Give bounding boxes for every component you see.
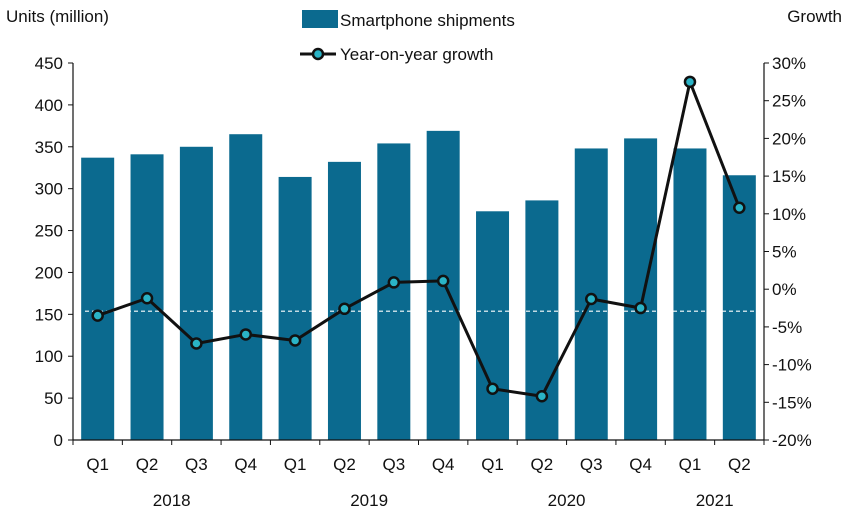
growth-point-5: [288, 334, 302, 347]
growth-line: [97, 80, 741, 398]
bar-12: [624, 138, 658, 440]
x-tick-label: Q2: [728, 455, 751, 474]
bar-6: [327, 161, 361, 440]
bar-5: [278, 176, 312, 440]
x-tick-label: Q1: [284, 455, 307, 474]
left-tick-label: 100: [35, 347, 63, 366]
growth-point-3: [190, 337, 203, 350]
growth-point-4: [239, 328, 252, 341]
bar-3: [179, 146, 213, 440]
left-tick-label: 250: [35, 222, 63, 241]
x-tick-label: Q2: [531, 455, 554, 474]
x-tick-label: Q1: [86, 455, 109, 474]
legend-line-label: Year-on-year growth: [340, 45, 493, 64]
left-tick-label: 300: [35, 180, 63, 199]
plot-area: 0 50 100 150 200 250 300 350 400 450 -20% -15% -10% -…: [35, 54, 812, 510]
right-tick-label: -10%: [772, 356, 812, 375]
left-tick-label: 350: [35, 138, 63, 157]
left-tick-label: 200: [35, 263, 63, 282]
bar-4: [229, 134, 263, 440]
growth-point-11: [585, 292, 598, 306]
right-axis-title: Growth: [787, 7, 842, 26]
year-label: 2021: [696, 491, 734, 510]
bar-7: [377, 143, 411, 440]
left-tick-label: 0: [54, 431, 63, 450]
bar-10: [525, 200, 559, 440]
right-tick-label: 25%: [772, 92, 806, 111]
x-tick-label: Q3: [185, 455, 208, 474]
left-tick-label: 150: [35, 305, 63, 324]
growth-point-2: [140, 291, 154, 305]
right-tick-label: -15%: [772, 393, 812, 412]
right-tick-label: 10%: [772, 205, 806, 224]
right-tick-label: 0%: [772, 280, 797, 299]
right-tick-label: -20%: [772, 431, 812, 450]
x-tick-label: Q1: [679, 455, 702, 474]
growth-point-10: [535, 390, 549, 403]
growth-point-13: [683, 75, 697, 89]
growth-point-1: [91, 309, 104, 322]
growth-point-8: [436, 274, 450, 288]
legend-line-marker: [311, 47, 325, 61]
x-tick-label: Q4: [629, 455, 652, 474]
bar-14: [722, 175, 756, 441]
x-tick-label: Q1: [481, 455, 504, 474]
x-tick-label: Q3: [580, 455, 603, 474]
year-label: 2019: [350, 491, 388, 510]
x-tick-label: Q4: [432, 455, 455, 474]
left-tick-label: 400: [35, 96, 63, 115]
year-label: 2018: [153, 491, 191, 510]
x-tick-label: Q3: [382, 455, 405, 474]
growth-point-12: [634, 301, 647, 315]
right-tick-label: 30%: [772, 54, 806, 73]
right-tick-label: 15%: [772, 167, 806, 186]
x-tick-label: Q4: [234, 455, 257, 474]
legend-bar-swatch: [302, 10, 338, 28]
legend-bar-label: Smartphone shipments: [340, 11, 515, 30]
year-label: 2020: [548, 491, 586, 510]
left-axis-title: Units (million): [6, 7, 109, 26]
bar-13: [673, 148, 707, 440]
bar-9: [476, 211, 510, 440]
x-tick-label: Q2: [333, 455, 356, 474]
growth-point-7: [387, 276, 401, 289]
right-tick-label: -5%: [772, 318, 802, 337]
legend: Smartphone shipments Year-on-year growth: [300, 10, 515, 64]
growth-point-9: [486, 382, 499, 395]
right-tick-label: 20%: [772, 129, 806, 148]
growth-point-14: [733, 201, 746, 215]
left-tick-label: 450: [35, 54, 63, 73]
right-tick-label: 5%: [772, 243, 797, 262]
growth-point-6: [338, 302, 351, 316]
left-tick-label: 50: [44, 389, 63, 408]
x-tick-label: Q2: [136, 455, 159, 474]
bar-1: [81, 157, 115, 440]
